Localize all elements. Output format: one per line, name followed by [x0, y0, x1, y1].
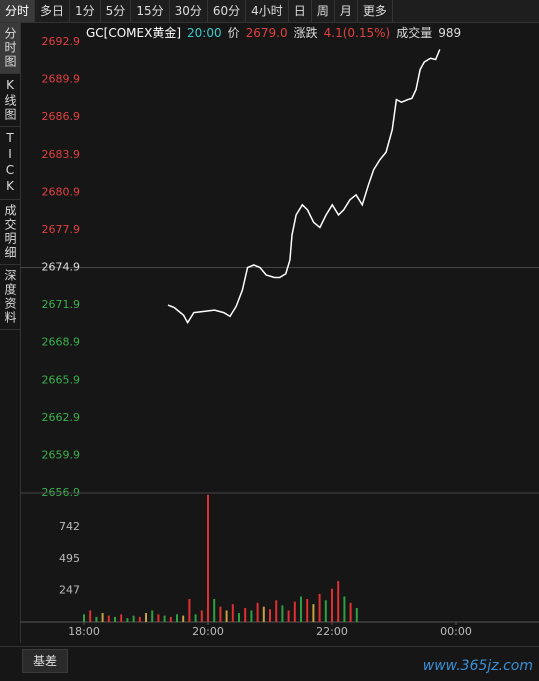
volume-bar — [257, 603, 259, 622]
volume-bar — [108, 616, 110, 622]
x-tick-label: 18:00 — [68, 625, 100, 638]
y-tick-label: 247 — [59, 583, 80, 596]
volume-bar — [306, 599, 308, 622]
volume-bar — [145, 613, 147, 622]
volume-bar — [182, 616, 184, 622]
volume-bar — [269, 609, 271, 622]
volume-bar — [288, 611, 290, 622]
volume-bar — [120, 614, 122, 622]
volume-bar — [89, 611, 91, 622]
volume-bar — [294, 602, 296, 622]
y-tick-label: 2674.9 — [42, 261, 81, 274]
volume-bar — [263, 607, 265, 622]
volume-bar — [319, 594, 321, 622]
bottom-tab[interactable]: 基差 — [22, 649, 68, 673]
volume-bar — [133, 616, 135, 622]
price-line — [168, 50, 440, 323]
volume-bar — [195, 614, 197, 622]
volume-bar — [356, 608, 358, 622]
y-tick-label: 742 — [59, 520, 80, 533]
volume-bar — [164, 616, 166, 622]
volume-bar — [244, 608, 246, 622]
volume-bar — [170, 617, 172, 622]
y-tick-label: 2683.9 — [42, 148, 81, 161]
volume-bar — [275, 600, 277, 622]
volume-bar — [232, 604, 234, 622]
y-tick-label: 2668.9 — [42, 336, 81, 349]
volume-bar — [157, 614, 159, 622]
watermark: www.365jz.com — [423, 658, 533, 674]
y-tick-label: 2692.9 — [42, 35, 81, 48]
volume-bar — [126, 618, 128, 622]
volume-bar — [207, 495, 209, 622]
volume-bar — [300, 596, 302, 622]
x-tick-label: 20:00 — [192, 625, 224, 638]
volume-bar — [95, 617, 97, 622]
y-tick-label: 495 — [59, 552, 80, 565]
y-tick-label: 2689.9 — [42, 73, 81, 86]
volume-bar — [151, 611, 153, 622]
volume-bar — [114, 617, 116, 622]
volume-bar — [343, 596, 345, 622]
x-tick-label: 00:00 — [440, 625, 472, 638]
volume-bar — [188, 599, 190, 622]
volume-bar — [331, 589, 333, 622]
y-tick-label: 2665.9 — [42, 373, 81, 386]
volume-bar — [337, 581, 339, 622]
volume-bar — [281, 605, 283, 622]
x-tick-label: 22:00 — [316, 625, 348, 638]
volume-bar — [226, 611, 228, 622]
y-tick-label: 2686.9 — [42, 110, 81, 123]
volume-bar — [312, 604, 314, 622]
volume-bar — [350, 603, 352, 622]
y-tick-label: 2680.9 — [42, 185, 81, 198]
volume-bar — [102, 613, 104, 622]
volume-bar — [201, 611, 203, 622]
volume-bar — [176, 614, 178, 622]
chart: 2692.9 2689.9 2686.9 2683.9 2680.9 2677.9 2674… — [0, 0, 539, 646]
volume-bar — [139, 617, 141, 622]
volume-bar — [250, 611, 252, 622]
y-tick-label: 2677.9 — [42, 223, 81, 236]
y-tick-label: 2671.9 — [42, 298, 81, 311]
volume-bar — [238, 613, 240, 622]
y-tick-label: 2659.9 — [42, 448, 81, 461]
y-tick-label: 2662.9 — [42, 411, 81, 424]
volume-bar — [325, 600, 327, 622]
volume-bar — [219, 607, 221, 622]
volume-bar — [83, 614, 85, 622]
volume-bar — [213, 599, 215, 622]
